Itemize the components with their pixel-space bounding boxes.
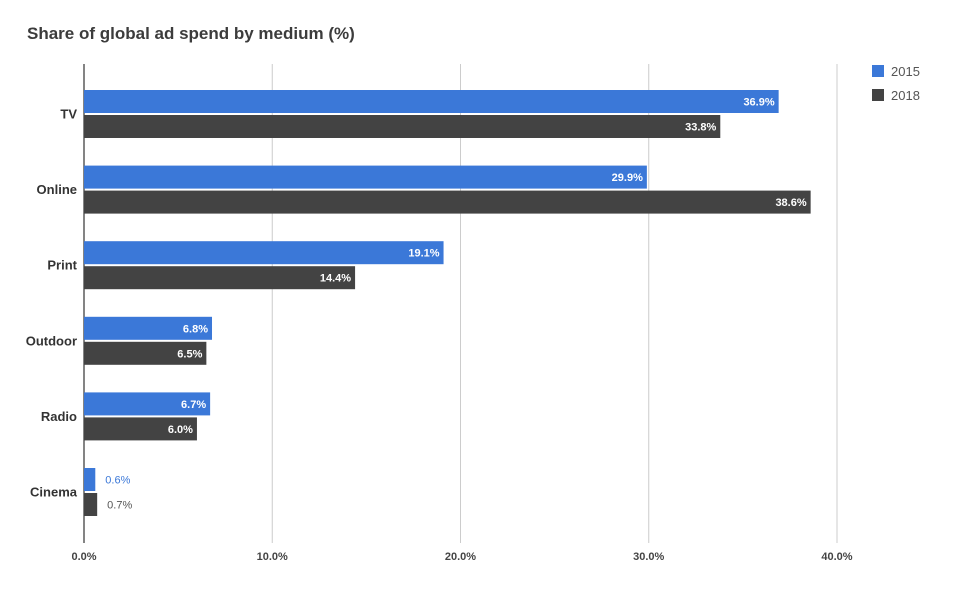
bar-2015 [84,392,211,416]
data-label: 19.1% [408,248,439,260]
x-tick-label: 10.0% [257,551,288,563]
x-tick-label: 30.0% [633,551,664,563]
bar-2018 [84,190,811,214]
bar-2015 [84,316,213,340]
bar-2018 [84,493,98,516]
data-label: 0.7% [107,500,132,512]
data-label: 14.4% [320,273,351,285]
category-label: TV [60,107,77,122]
legend-label: 2018 [891,88,920,103]
data-label: 6.0% [168,424,193,436]
category-label: Online [37,182,77,197]
chart-title: Share of global ad spend by medium (%) [27,24,355,43]
bar-2018 [84,417,197,441]
legend-swatch-2015 [872,65,884,77]
bar-2018 [84,115,721,138]
category-label: Radio [41,409,77,424]
data-label: 6.5% [177,348,202,360]
bar-2015 [84,468,96,491]
data-label: 29.9% [612,172,643,184]
bar-2015 [84,165,647,189]
x-tick-label: 0.0% [71,551,96,563]
x-tick-label: 40.0% [821,551,852,563]
bar-2018 [84,341,207,365]
data-label: 33.8% [685,122,716,134]
category-label: Outdoor [26,333,77,348]
x-tick-label: 20.0% [445,551,476,563]
legend-label: 2015 [891,64,920,79]
data-label: 0.6% [105,475,130,487]
data-label: 36.9% [743,97,774,109]
bar-2018 [84,266,356,290]
legend-swatch-2018 [872,89,884,101]
category-label: Cinema [30,485,78,500]
data-label: 6.8% [183,323,208,335]
bar-2015 [84,241,444,265]
data-label: 6.7% [181,399,206,411]
category-label: Print [47,258,77,273]
bar-2015 [84,90,779,113]
data-label: 38.6% [775,197,806,209]
